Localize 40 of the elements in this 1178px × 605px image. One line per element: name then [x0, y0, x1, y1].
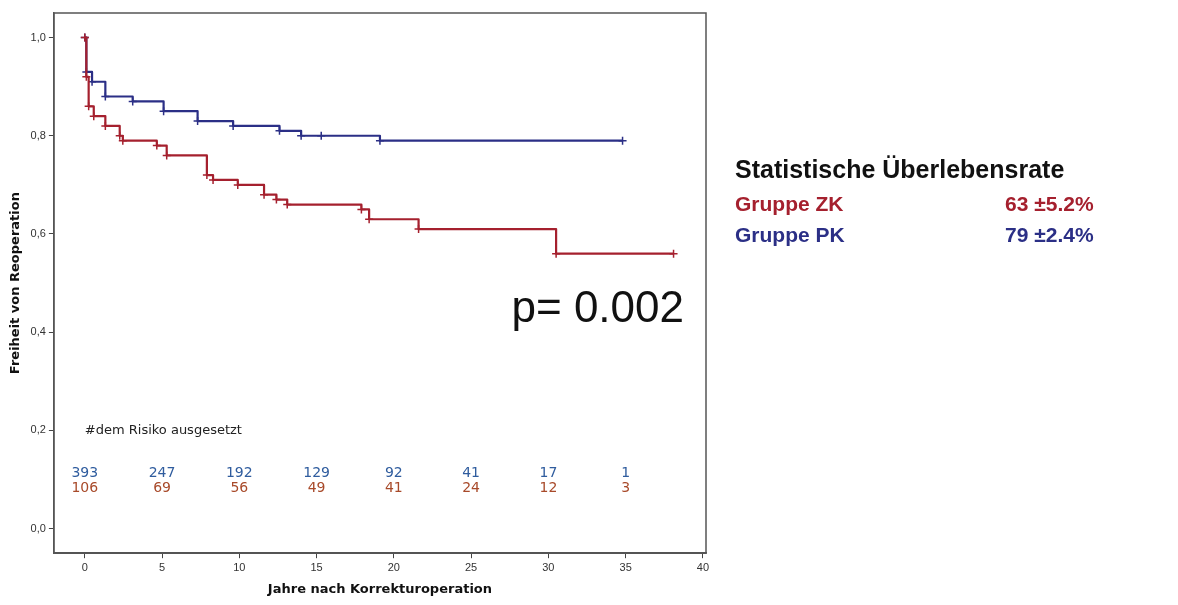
- x-tick-label: 5: [159, 560, 166, 573]
- annotation: 41: [462, 463, 481, 480]
- x-axis-title: Jahre nach Korrekturoperation: [266, 580, 493, 596]
- text: Gruppe PK: [735, 223, 846, 248]
- text: 79 ±2.4%: [1005, 223, 1094, 248]
- x-tick-label: 15: [310, 560, 323, 573]
- annotation: 17: [539, 463, 558, 480]
- text: Gruppe ZK: [735, 192, 845, 217]
- x-tick-label: 25: [464, 560, 478, 573]
- annotation: 192: [225, 463, 253, 480]
- y-tick-label: 0,2: [30, 423, 46, 436]
- annotation: #dem Risiko ausgesetzt: [84, 421, 242, 437]
- annotation: 41: [384, 478, 403, 495]
- annotation: 12: [539, 478, 558, 495]
- annotation: 49: [307, 478, 326, 495]
- x-tick-label: 10: [233, 560, 246, 573]
- annotation: 1: [621, 463, 631, 480]
- annotation: 129: [303, 463, 330, 480]
- text: Statistische Überlebensrate: [735, 155, 1066, 184]
- annotation: 3: [621, 478, 631, 495]
- y-tick-label: 0,6: [30, 227, 46, 240]
- y-tick-label: 0,4: [30, 325, 46, 338]
- y-axis-title: Freiheit von Reoperation: [7, 192, 23, 375]
- x-tick-label: 30: [542, 560, 555, 573]
- y-tick-label: 0,0: [30, 521, 46, 534]
- annotation: 92: [384, 463, 403, 480]
- text: 63 ±5.2%: [1005, 192, 1094, 217]
- x-tick-label: 35: [619, 560, 632, 573]
- annotation: 69: [153, 478, 171, 495]
- y-tick-label: 0,8: [30, 128, 46, 141]
- x-tick-label: 40: [696, 560, 710, 573]
- annotation: 56: [230, 478, 249, 495]
- annotation: p= 0.002: [511, 282, 684, 332]
- annotation: 106: [71, 478, 99, 495]
- y-tick-label: 1,0: [30, 30, 46, 43]
- annotation: 393: [71, 463, 99, 480]
- x-tick-label: 20: [387, 560, 400, 573]
- annotation: 247: [148, 463, 176, 480]
- x-tick-label: 0: [81, 560, 88, 573]
- annotation: 24: [462, 478, 481, 495]
